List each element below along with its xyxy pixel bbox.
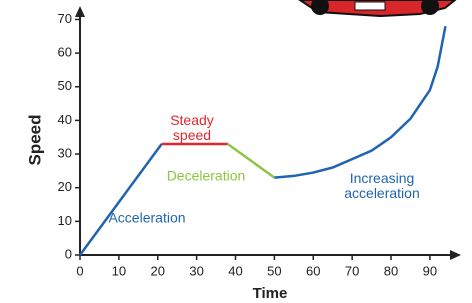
x-tick-label: 0 [76,263,83,278]
y-tick-label: 70 [58,11,72,26]
segment-label: Steady speed [162,113,222,143]
segment-label: Increasing acceleration [322,171,442,201]
y-tick-label: 50 [58,78,72,93]
x-tick-label: 20 [151,263,165,278]
x-axis-arrow [450,250,461,260]
car-illustration [300,0,455,16]
x-tick-label: 40 [228,263,242,278]
y-tick-label: 10 [58,213,72,228]
y-tick-label: 60 [58,45,72,60]
chart: Speed Time 0 10 20 30 40 50 60 70 80 90 0 10 20 30 40 5… [0,0,472,303]
y-axis-label: Speed [25,114,44,165]
page: Speed Time 0 10 20 30 40 50 60 70 80 90 0 10 20 30 40 5… [0,0,472,303]
speed-line [80,144,162,255]
x-tick-label: 70 [345,263,359,278]
x-tick-label: 50 [267,263,281,278]
x-tick-label: 90 [423,263,437,278]
y-axis-arrow [75,6,85,17]
x-axis-label: Time [253,285,288,302]
speed-line [274,26,445,177]
x-tick-label: 60 [306,263,320,278]
x-tick-label: 80 [384,263,398,278]
segment-label: Deceleration [141,169,271,184]
y-tick-label: 20 [58,179,72,194]
y-tick-label: 40 [58,112,72,127]
x-tick-label: 10 [112,263,126,278]
y-tick-label: 30 [58,145,72,160]
y-tick-label: 0 [65,246,72,261]
segment-label: Acceleration [82,211,212,226]
x-tick-label: 30 [189,263,203,278]
